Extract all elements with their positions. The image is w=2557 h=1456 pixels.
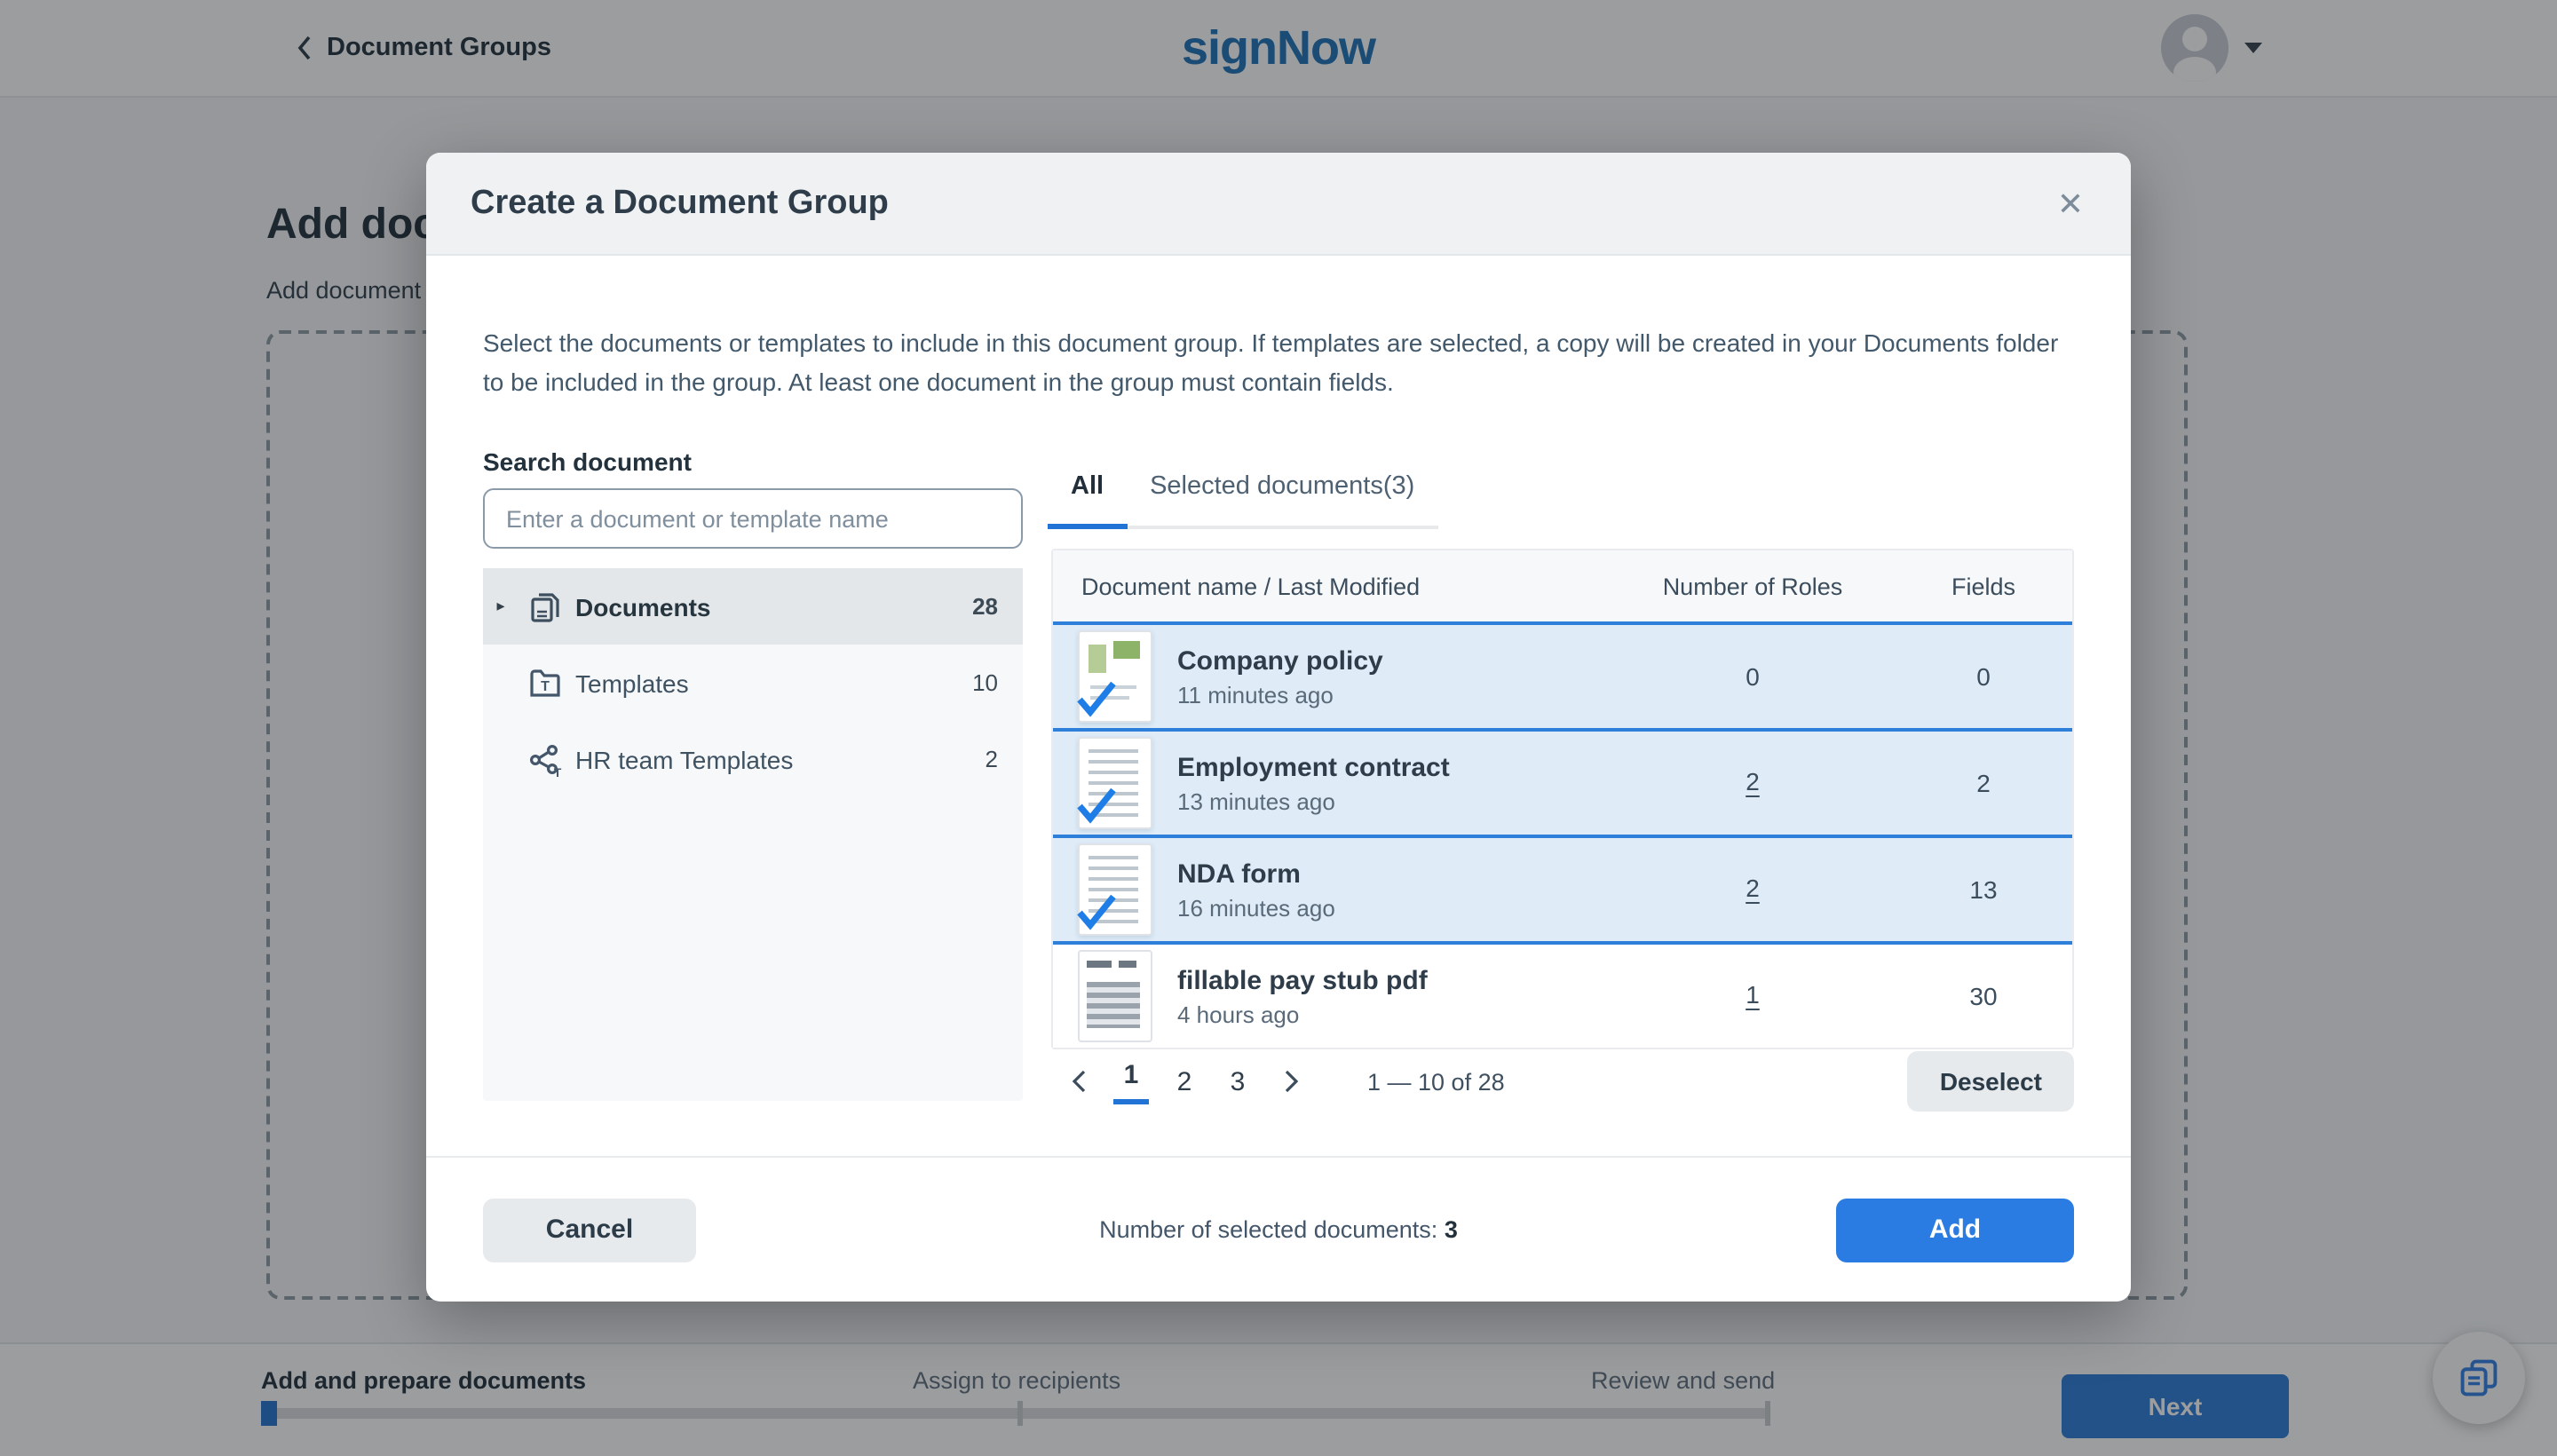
signnow-logo: signNow <box>1182 20 1376 74</box>
back-link-label: Document Groups <box>327 34 551 62</box>
add-button[interactable]: Add <box>1836 1198 2074 1262</box>
step-assign-to-recipients: Assign to recipients <box>913 1367 1121 1394</box>
folder-count: 28 <box>972 593 998 620</box>
column-number-of-roles: Number of Roles <box>1662 573 1843 599</box>
roles-count: 0 <box>1746 662 1760 691</box>
fields-count: 2 <box>1976 769 1991 797</box>
avatar <box>2161 14 2228 82</box>
page-3[interactable]: 3 <box>1230 1066 1246 1096</box>
shared-templates-icon: T <box>519 741 572 777</box>
pagination-range: 1 — 10 of 28 <box>1367 1068 1505 1095</box>
document-thumbnail <box>1077 630 1152 723</box>
table-row[interactable]: fillable pay stub pdf 4 hours ago 1 30 <box>1053 941 2072 1048</box>
expand-caret-icon[interactable]: ▸ <box>496 597 505 614</box>
folder-item-templates[interactable]: T Templates 10 <box>483 645 1023 721</box>
folder-count: 10 <box>972 669 998 696</box>
template-folder-icon: T <box>519 665 572 700</box>
document-modified: 13 minutes ago <box>1177 787 1335 814</box>
chat-icon <box>2460 1359 2498 1397</box>
folder-label: HR team Templates <box>575 745 794 773</box>
summary-count: 3 <box>1444 1216 1458 1243</box>
folder-label: Documents <box>575 592 711 621</box>
chevron-left-icon <box>297 36 311 60</box>
pagination: 1 2 3 1 — 10 of 28 Deselect <box>1051 1042 2074 1120</box>
document-name: Employment contract <box>1177 752 1450 782</box>
fields-count: 30 <box>1969 982 1998 1010</box>
step-review-and-send: Review and send <box>1591 1367 1776 1394</box>
previous-page-icon[interactable] <box>1051 1069 1104 1094</box>
chevron-down-icon <box>2244 43 2262 53</box>
back-to-document-groups[interactable]: Document Groups <box>295 34 551 62</box>
modal-description: Select the documents or templates to inc… <box>483 328 2059 396</box>
fields-count: 0 <box>1976 662 1991 691</box>
support-chat-button[interactable] <box>2433 1332 2525 1424</box>
selected-check-icon <box>1077 787 1116 824</box>
svg-text:T: T <box>541 678 550 693</box>
page-1[interactable]: 1 <box>1104 1059 1158 1104</box>
summary-text: Number of selected documents: <box>1099 1216 1438 1243</box>
fields-count: 13 <box>1969 875 1998 904</box>
column-fields: Fields <box>1951 573 2015 599</box>
modal-title: Create a Document Group <box>471 184 889 221</box>
roles-count-link[interactable]: 2 <box>1746 767 1760 795</box>
search-document-label: Search document <box>483 447 692 476</box>
document-name: Company policy <box>1177 645 1383 676</box>
folder-label: Templates <box>575 669 689 697</box>
next-page-icon[interactable] <box>1264 1069 1318 1094</box>
tab-all[interactable]: All <box>1048 458 1127 529</box>
folder-count: 2 <box>985 746 998 772</box>
document-thumbnail <box>1077 843 1152 936</box>
page-2[interactable]: 2 <box>1176 1066 1192 1096</box>
document-thumbnail <box>1077 737 1152 829</box>
document-thumbnail <box>1078 950 1152 1042</box>
tab-selected-documents[interactable]: Selected documents(3) <box>1150 472 1415 501</box>
table-row[interactable]: Company policy 11 minutes ago 0 0 <box>1053 621 2072 728</box>
modal-footer: Cancel Number of selected documents: 3 A… <box>426 1156 2131 1302</box>
create-document-group-modal: Create a Document Group ✕ Select the doc… <box>426 153 2131 1302</box>
column-name-modified: Document name / Last Modified <box>1081 573 1421 599</box>
selected-check-icon <box>1077 681 1116 717</box>
search-input[interactable] <box>483 488 1023 549</box>
roles-count-link[interactable]: 2 <box>1746 874 1760 902</box>
document-table: Document name / Last Modified Number of … <box>1051 549 2074 1049</box>
modal-header: Create a Document Group ✕ <box>426 153 2131 256</box>
folder-item-hr-team-templates[interactable]: T HR team Templates 2 <box>483 721 1023 797</box>
selected-check-icon <box>1077 894 1116 930</box>
wizard-step2-tick <box>1017 1401 1023 1426</box>
document-name: fillable pay stub pdf <box>1177 965 1428 995</box>
table-header: Document name / Last Modified Number of … <box>1053 550 2072 621</box>
cancel-button[interactable]: Cancel <box>483 1198 696 1262</box>
wizard-progress-track <box>261 1408 1770 1419</box>
wizard-step-bar: Add and prepare documents Assign to reci… <box>0 1342 2557 1456</box>
page-subtitle: Add document <box>266 277 422 304</box>
table-row[interactable]: Employment contract 13 minutes ago 2 2 <box>1053 728 2072 835</box>
folder-panel: ▸ Documents 28 T <box>483 568 1023 1101</box>
folder-item-documents[interactable]: ▸ Documents 28 <box>483 568 1023 645</box>
roles-count-link[interactable]: 1 <box>1746 980 1760 1009</box>
document-modified: 11 minutes ago <box>1177 681 1334 708</box>
document-modified: 16 minutes ago <box>1177 894 1335 921</box>
document-name: NDA form <box>1177 859 1301 889</box>
top-header: Document Groups signNow <box>0 0 2557 98</box>
svg-text:T: T <box>554 764 562 777</box>
documents-icon <box>519 589 572 624</box>
account-menu[interactable] <box>2161 14 2262 82</box>
selected-documents-summary: Number of selected documents: 3 <box>426 1216 2131 1243</box>
step-add-and-prepare: Add and prepare documents <box>261 1367 587 1394</box>
deselect-button[interactable]: Deselect <box>1907 1051 2074 1112</box>
table-row[interactable]: NDA form 16 minutes ago 2 13 <box>1053 835 2072 941</box>
close-icon[interactable]: ✕ <box>2049 183 2092 226</box>
document-modified: 4 hours ago <box>1177 1001 1300 1027</box>
wizard-step3-tick <box>1765 1401 1770 1426</box>
wizard-progress-fill <box>261 1401 277 1426</box>
next-button[interactable]: Next <box>2062 1374 2289 1438</box>
document-tabs: All Selected documents(3) <box>1048 458 1438 529</box>
